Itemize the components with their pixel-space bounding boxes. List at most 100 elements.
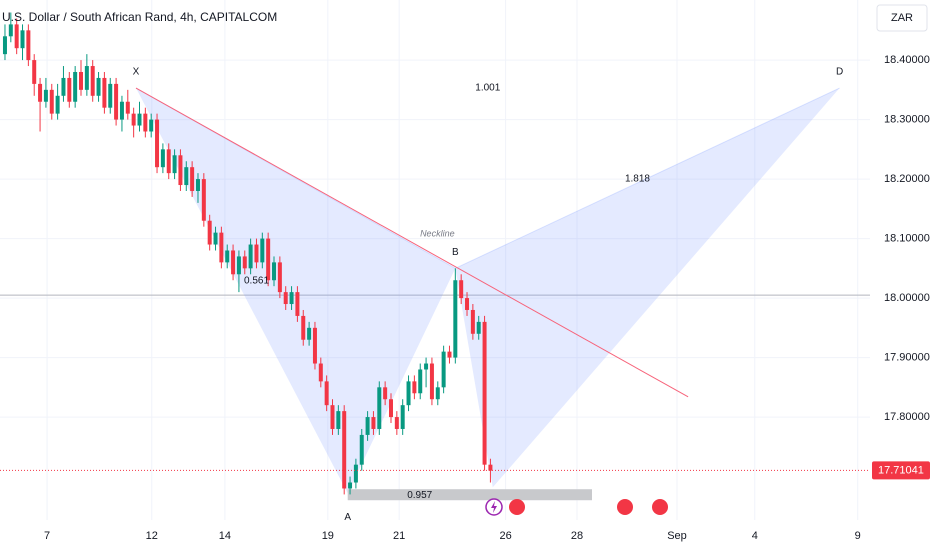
candle-body xyxy=(49,89,54,114)
candle-body xyxy=(400,405,405,429)
candle-body xyxy=(119,101,124,120)
candle-body xyxy=(312,327,317,364)
x-tick-label: 4 xyxy=(752,530,758,542)
x-tick-label: 12 xyxy=(146,530,158,542)
candle-body xyxy=(225,250,230,263)
lightning xyxy=(491,501,497,513)
candle-body xyxy=(359,434,364,465)
currency-box[interactable] xyxy=(876,4,928,32)
x-tick-label: Sep xyxy=(667,530,687,542)
candle-body xyxy=(108,83,113,108)
candle-body xyxy=(371,417,376,429)
x-tick-label: 9 xyxy=(855,530,861,542)
candle-body xyxy=(476,321,481,334)
candle-body xyxy=(277,262,282,293)
candle-body xyxy=(125,101,130,114)
candle-body xyxy=(73,71,78,102)
candle-body xyxy=(482,321,487,465)
event-icon[interactable] xyxy=(652,499,668,515)
candle-body xyxy=(213,232,218,245)
candle-body xyxy=(26,30,31,61)
ratio-label: 1.818 xyxy=(625,174,650,185)
candle-body xyxy=(166,149,171,174)
candle-body xyxy=(324,381,329,406)
candle-body xyxy=(447,351,452,358)
candle-body xyxy=(406,381,411,406)
candle-body xyxy=(131,113,136,126)
candle-body xyxy=(201,179,206,221)
candle-body xyxy=(353,464,358,483)
candle-body xyxy=(429,363,434,400)
x-tick-label: 14 xyxy=(219,530,231,542)
candle-body xyxy=(190,167,195,191)
ratio-label: 0.561 xyxy=(244,275,269,286)
candle-body xyxy=(254,244,259,263)
ratio-band xyxy=(347,489,592,501)
candle-body xyxy=(184,167,189,186)
candle-body xyxy=(38,83,43,102)
candle-body xyxy=(155,119,160,168)
pattern-point-label: D xyxy=(836,67,843,78)
candle-body xyxy=(418,369,423,394)
candle-body xyxy=(137,113,142,126)
x-tick-label: 26 xyxy=(499,530,511,542)
candle-body xyxy=(84,66,89,90)
candle-body xyxy=(266,238,271,281)
candle-body xyxy=(55,95,60,114)
candle-body xyxy=(219,232,224,263)
candle-body xyxy=(178,155,183,186)
x-tick-label: 19 xyxy=(322,530,334,542)
candle-body xyxy=(90,66,95,96)
candle-body xyxy=(8,24,13,37)
last-price-box xyxy=(872,461,930,480)
candle-body xyxy=(79,71,84,90)
chart-title: U.S. Dollar / South African Rand, 4h, CA… xyxy=(2,10,277,24)
pattern-point-label: A xyxy=(344,512,351,523)
y-tick-label: 17.80000 xyxy=(884,411,930,423)
candle-body xyxy=(301,315,306,340)
event-icon[interactable] xyxy=(509,499,525,515)
currency-label: ZAR xyxy=(891,12,913,24)
candle-body xyxy=(283,292,288,305)
ratio-label: 1.001 xyxy=(475,83,500,94)
candle-body xyxy=(295,292,300,316)
candle-body xyxy=(96,77,101,96)
event-icon[interactable] xyxy=(617,499,633,515)
candle-body xyxy=(143,113,148,132)
candle-body xyxy=(441,351,446,388)
candle-body xyxy=(394,417,399,429)
candle-body xyxy=(242,256,247,269)
candle-body xyxy=(459,280,464,299)
event-icons xyxy=(485,498,668,516)
candle-body xyxy=(20,30,25,49)
candle-body xyxy=(102,77,107,108)
candle-body xyxy=(424,363,429,370)
pattern-point-label: X xyxy=(133,67,140,78)
y-tick-label: 17.90000 xyxy=(884,351,930,363)
candle-body xyxy=(14,24,19,49)
y-tick-label: 18.40000 xyxy=(884,54,930,66)
candle-body xyxy=(61,77,66,96)
candle-body xyxy=(365,417,370,435)
candle-body xyxy=(207,220,212,245)
neckline xyxy=(135,87,689,398)
candle-body xyxy=(289,292,294,305)
candle-body xyxy=(43,89,48,102)
candle-body xyxy=(488,464,493,471)
ratio-label: 0.957 xyxy=(407,490,432,501)
candle-body xyxy=(377,387,382,429)
candle-body xyxy=(330,405,335,429)
candle-body xyxy=(348,482,353,489)
last-price-label: 17.71041 xyxy=(878,464,924,476)
candle-body xyxy=(260,238,265,263)
y-tick-label: 18.10000 xyxy=(884,232,930,244)
candle-body xyxy=(236,256,241,275)
candle-body xyxy=(318,363,323,382)
candle-body xyxy=(32,60,37,84)
candle-body xyxy=(470,309,475,334)
y-tick-label: 18.00000 xyxy=(884,292,930,304)
candle-body xyxy=(231,250,236,275)
candle-body xyxy=(160,149,165,168)
